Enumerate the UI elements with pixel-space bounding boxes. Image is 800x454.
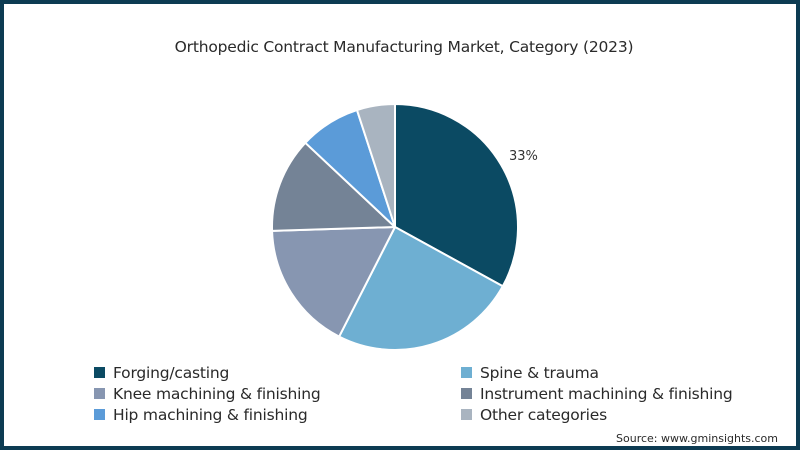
legend-item-other: Other categories [461, 404, 774, 425]
source-credit: Source: www.gminsights.com [616, 432, 778, 445]
pie-slice-forging-casting [394, 103, 519, 288]
pie-slice-instrument-machining-finishing [271, 141, 396, 232]
chart-legend: Forging/casting Spine & trauma Knee mach… [94, 362, 774, 425]
legend-label: Other categories [480, 405, 607, 424]
legend-swatch-icon [461, 409, 472, 420]
chart-title: Orthopedic Contract Manufacturing Market… [174, 38, 634, 56]
legend-item-spine-trauma: Spine & trauma [461, 362, 774, 383]
legend-item-forging-casting: Forging/casting [94, 362, 461, 383]
legend-label: Forging/casting [113, 363, 230, 382]
forging-percent-label: 33% [509, 149, 538, 164]
legend-item-instrument: Instrument machining & finishing [461, 383, 774, 404]
pie-slice-knee-machining-finishing [271, 226, 396, 338]
pie-slice-other-categories [355, 103, 396, 228]
legend-swatch-icon [94, 409, 105, 420]
legend-item-hip: Hip machining & finishing [94, 404, 461, 425]
legend-swatch-icon [461, 367, 472, 378]
legend-swatch-icon [461, 388, 472, 399]
pie-chart [271, 103, 519, 351]
legend-label: Knee machining & finishing [113, 384, 321, 403]
legend-label: Instrument machining & finishing [480, 384, 733, 403]
legend-swatch-icon [94, 367, 105, 378]
legend-swatch-icon [94, 388, 105, 399]
legend-item-knee: Knee machining & finishing [94, 383, 461, 404]
legend-label: Hip machining & finishing [113, 405, 308, 424]
legend-label: Spine & trauma [480, 363, 599, 382]
pie-slices [271, 103, 519, 351]
